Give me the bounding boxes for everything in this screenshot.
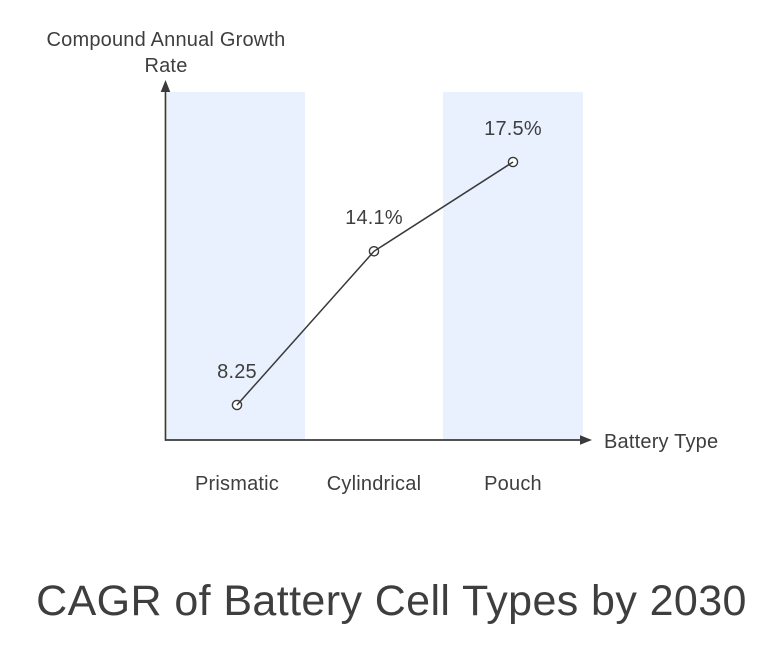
highlight-band-pouch bbox=[443, 92, 583, 440]
x-axis-arrowhead bbox=[580, 435, 592, 445]
series-line bbox=[236, 161, 514, 406]
chart-title: CAGR of Battery Cell Types by 2030 bbox=[36, 577, 747, 625]
y-axis-arrowhead bbox=[160, 80, 171, 92]
data-point-label-pouch: 17.5% bbox=[484, 118, 542, 140]
x-category-label-prismatic: Prismatic bbox=[194, 473, 280, 495]
y-axis-title: Compound Annual Growth Rate bbox=[46, 29, 286, 77]
data-point-label-cylindrical: 14.1% bbox=[345, 207, 403, 229]
data-point-label-prismatic: 8.25 bbox=[217, 361, 257, 383]
highlight-band-prismatic bbox=[167, 92, 305, 440]
x-category-label-pouch: Pouch bbox=[484, 473, 542, 495]
x-category-label-cylindrical: Cylindrical bbox=[326, 473, 422, 495]
x-axis-title: Battery Type bbox=[604, 431, 719, 453]
